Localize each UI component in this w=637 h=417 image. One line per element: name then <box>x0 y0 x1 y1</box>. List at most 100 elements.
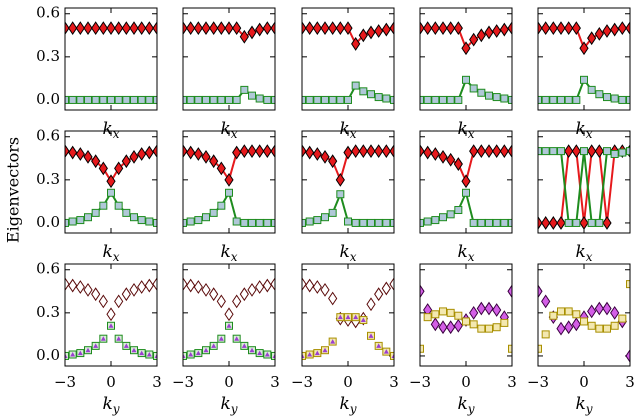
triangle-marker <box>85 347 91 353</box>
diamond-marker <box>239 144 249 159</box>
x-tick-label: 0 <box>224 373 234 391</box>
x-axis-label-sub: y <box>230 402 238 416</box>
diamond-marker <box>492 24 502 38</box>
x-axis-label-base: k <box>102 119 112 139</box>
square-marker <box>351 81 360 90</box>
panel: 0.00.30.6kx <box>36 127 158 264</box>
diamond-marker <box>328 154 338 169</box>
square-marker <box>263 218 272 227</box>
plot-area <box>183 277 275 360</box>
square-marker <box>469 218 478 227</box>
diamond-marker <box>224 172 234 187</box>
diamond-marker <box>469 144 479 159</box>
square-marker <box>99 95 108 104</box>
triangle-marker <box>100 336 106 341</box>
triangle-marker <box>314 350 320 356</box>
triangle-marker <box>226 323 232 328</box>
panel: kx <box>182 130 276 264</box>
diamond-marker <box>305 145 315 160</box>
square-marker <box>305 95 314 104</box>
square-marker <box>209 208 218 217</box>
diamond-marker <box>579 216 589 230</box>
axes-frame <box>419 7 513 111</box>
diamond-marker <box>75 147 85 161</box>
panel: kx <box>301 130 395 264</box>
x-tick-label: −3 <box>54 373 76 391</box>
square-marker <box>114 95 123 104</box>
diamond-marker <box>121 287 131 302</box>
square-marker <box>137 216 146 225</box>
square-marker <box>595 90 604 99</box>
triangle-marker <box>70 352 76 357</box>
y-tick-label: 0.3 <box>36 47 60 65</box>
y-tick-label: 0.0 <box>36 90 60 108</box>
diamond-marker <box>114 21 124 36</box>
x-axis-label-sub: y <box>585 402 593 416</box>
square-marker <box>557 307 565 316</box>
diamond-marker <box>507 144 512 159</box>
diamond-marker <box>144 21 154 36</box>
triangle-marker <box>218 336 224 341</box>
diamond-marker <box>68 21 78 36</box>
diamond-marker <box>351 37 361 51</box>
square-marker <box>541 330 550 339</box>
diamond-marker <box>571 144 581 159</box>
diamond-marker <box>129 21 139 36</box>
square-marker <box>500 218 509 227</box>
x-tick-label: 0 <box>343 373 353 391</box>
panel: 0.00.30.6kx <box>36 4 158 141</box>
square-marker <box>240 218 249 227</box>
square-marker <box>336 95 345 104</box>
x-axis-label: ky <box>339 394 356 416</box>
square-marker <box>225 95 233 104</box>
square-marker <box>122 95 131 104</box>
diamond-marker <box>106 174 116 189</box>
square-marker <box>382 94 391 103</box>
x-axis-label: kx <box>457 242 474 264</box>
square-marker <box>500 318 509 327</box>
diamond-marker <box>538 21 543 36</box>
panel: kx <box>537 7 631 141</box>
square-marker <box>423 217 432 226</box>
diamond-marker <box>186 145 196 160</box>
triangle-marker <box>264 352 270 357</box>
square-marker <box>271 351 275 360</box>
square-marker <box>477 218 486 227</box>
square-marker <box>209 95 218 104</box>
square-marker <box>302 95 306 104</box>
square-marker <box>462 75 470 84</box>
square-marker <box>580 75 588 84</box>
triangle-marker <box>188 352 194 357</box>
diamond-marker <box>209 21 219 36</box>
square-marker <box>107 95 115 104</box>
diamond-marker <box>374 287 384 302</box>
triangle-marker <box>183 353 186 358</box>
diamond-marker <box>420 144 425 159</box>
square-marker <box>492 93 501 102</box>
plot-area <box>183 21 275 104</box>
square-marker <box>439 95 447 104</box>
panel: −3 0 3 ky <box>172 263 280 416</box>
diamond-marker <box>420 21 425 36</box>
diamond-marker <box>499 22 509 37</box>
y-tick-label: 0.6 <box>36 127 60 145</box>
square-marker <box>225 188 233 197</box>
triangle-marker <box>368 333 374 338</box>
triangle-marker <box>65 353 68 358</box>
square-marker <box>91 95 100 104</box>
x-axis-label: ky <box>220 394 237 416</box>
diamond-marker <box>374 144 384 159</box>
diamond-marker <box>144 145 154 160</box>
x-axis-label-sub: x <box>468 127 475 141</box>
diamond-marker <box>625 349 630 363</box>
diamond-marker <box>453 21 463 36</box>
square-marker <box>462 317 470 326</box>
axes-frame <box>182 263 276 367</box>
square-marker <box>359 87 368 96</box>
diamond-marker <box>594 144 604 159</box>
square-marker <box>153 95 157 104</box>
plot-area <box>183 144 275 227</box>
diamond-marker <box>335 172 345 187</box>
diamond-marker <box>538 216 543 230</box>
plot-area <box>302 277 394 360</box>
